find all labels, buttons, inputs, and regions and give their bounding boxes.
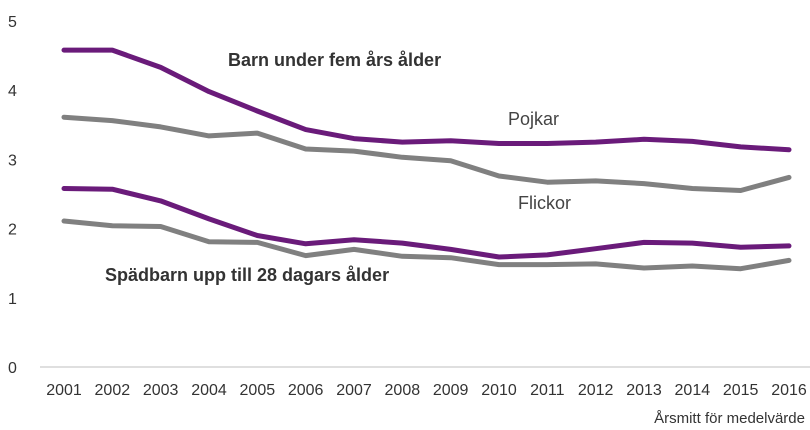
x-tick-label: 2006: [288, 382, 324, 399]
y-tick-label: 3: [8, 152, 17, 169]
x-tick-label: 2011: [530, 382, 565, 399]
y-tick-label: 0: [8, 360, 17, 377]
y-axis: 0 1 2 3 4 5: [8, 14, 17, 377]
x-tick-label: 2001: [46, 382, 82, 399]
series-line-2: [61, 114, 792, 193]
x-tick-label: 2009: [433, 382, 469, 399]
annotation-under-five: Barn under fem års ålder: [228, 50, 441, 70]
annotation-girls: Flickor: [518, 193, 571, 213]
annotation-infants: Spädbarn upp till 28 dagars ålder: [105, 265, 389, 285]
x-tick-label: 2010: [481, 382, 517, 399]
series-line-4: [61, 218, 792, 272]
x-tick-label: 2003: [143, 382, 179, 399]
series-line-1: [61, 47, 792, 153]
y-tick-label: 4: [8, 83, 17, 100]
y-tick-label: 2: [8, 222, 17, 239]
x-tick-label: 2002: [95, 382, 131, 399]
x-axis-label: Årsmitt för medelvärde: [654, 410, 805, 427]
annotation-boys: Pojkar: [508, 109, 559, 129]
x-tick-label: 2005: [240, 382, 276, 399]
y-tick-label: 5: [8, 14, 17, 31]
y-tick-label: 1: [8, 291, 17, 308]
x-axis: 2001 2002 2003 2004 2005 2006 2007 2008 2009 2010…: [46, 382, 807, 399]
x-tick-label: 2007: [336, 382, 372, 399]
x-tick-label: 2014: [675, 382, 711, 399]
x-tick-label: 2016: [771, 382, 807, 399]
x-tick-label: 2012: [578, 382, 614, 399]
x-tick-label: 2013: [626, 382, 662, 399]
plot-area: [61, 47, 792, 272]
x-tick-label: 2008: [385, 382, 421, 399]
series-line-3: [61, 186, 792, 260]
x-tick-label: 2015: [723, 382, 759, 399]
x-tick-label: 2004: [191, 382, 227, 399]
